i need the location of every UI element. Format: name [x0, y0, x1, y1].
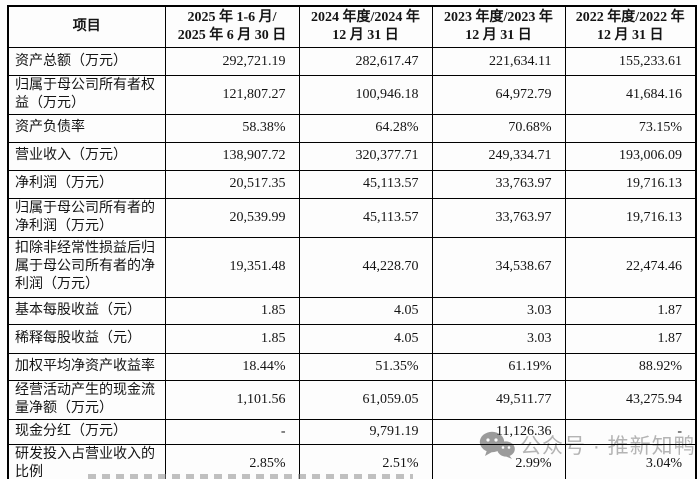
header-line-1: 2025 年 1-6 月/: [187, 10, 277, 26]
row-label: 归属于母公司所有者权益（万元）: [7, 75, 166, 115]
column-header-period-2: 2024 年度/2024 年 12 月 31 日: [298, 5, 433, 48]
cell-value: 100,946.18: [298, 75, 433, 115]
row-label: 净利润（万元）: [7, 169, 166, 199]
header-line-1: 2024 年度/2024 年: [311, 10, 420, 26]
row-label: 稀释每股收益（元）: [7, 323, 166, 354]
table-row: 经营活动产生的现金流量净额（万元） 1,101.56 61,059.05 49,511…: [7, 379, 697, 420]
cell-value: 3.03: [431, 323, 566, 354]
cell-value: 221,634.11: [431, 47, 566, 76]
clipped-caption-sliver: [88, 474, 413, 479]
cell-value: 64.28%: [298, 113, 433, 143]
table-row: 现金分红（万元） -9,791.19 11,126.36-: [7, 418, 697, 445]
table-row: 加权平均净资产收益率 18.44% 51.35% 61.19% 88.92%: [7, 352, 697, 381]
header-line-2: 12 月 31 日: [465, 28, 532, 43]
cell-value: 58.38%: [164, 113, 300, 143]
table-row: 归属于母公司所有者权益（万元） 121,807.27 100,946.18 64,97…: [7, 75, 697, 115]
cell-value: 61.19%: [431, 352, 566, 381]
cell-value: -: [564, 418, 697, 445]
table-row: 净利润（万元） 20,517.35 45,113.57 33,763.97 19,716…: [7, 169, 697, 199]
row-label: 归属于母公司所有者的净利润（万元）: [7, 197, 166, 238]
financial-summary-table: 项目 2025 年 1-6 月/2025 年 6 月 30 日 2024 年度/20…: [7, 5, 697, 479]
row-label: 扣除非经常性损益后归属于母公司所有者的净利润（万元）: [7, 236, 166, 298]
cell-value: 2.99%: [431, 443, 566, 479]
cell-value: 1,101.56: [164, 379, 300, 420]
cell-value: 49,511.77: [431, 379, 566, 420]
row-label: 加权平均净资产收益率: [7, 352, 166, 381]
cell-value: 1.85: [164, 296, 300, 325]
header-line-2: 12 月 31 日: [332, 28, 399, 43]
table-row: 稀释每股收益（元） 1.85 4.05 3.03 1.87: [7, 323, 697, 354]
column-header-item: 项目: [7, 5, 166, 48]
row-label: 经营活动产生的现金流量净额（万元）: [7, 379, 166, 420]
table-row: 基本每股收益（元） 1.85 4.05 3.03 1.87: [7, 296, 697, 325]
cell-value: 193,006.09: [564, 141, 697, 171]
header-line-2: 2025 年 6 月 30 日: [177, 28, 287, 43]
cell-value: 4.05: [298, 323, 433, 354]
cell-value: 9,791.19: [298, 418, 433, 445]
table-body: 资产总额（万元） 292,721.19 282,617.47 221,634.11 15…: [7, 47, 697, 479]
table-row: 资产负债率 58.38% 64.28% 70.68% 73.15%: [7, 113, 697, 143]
row-label: 营业收入（万元）: [7, 141, 166, 171]
cell-value: 20,539.99: [164, 197, 300, 238]
cell-value: 41,684.16: [564, 75, 697, 115]
cell-value: 4.05: [298, 296, 433, 325]
cell-value: 88.92%: [564, 352, 697, 381]
row-label: 资产负债率: [7, 113, 166, 143]
cell-value: 33,763.97: [431, 169, 566, 199]
header-line-1: 2022 年度/2022 年: [575, 10, 685, 26]
header-row: 项目 2025 年 1-6 月/2025 年 6 月 30 日 2024 年度/20…: [7, 5, 697, 48]
row-label: 现金分红（万元）: [7, 418, 166, 445]
cell-value: 22,474.46: [564, 236, 697, 298]
cell-value: 19,716.13: [564, 197, 697, 238]
cell-value: 19,716.13: [564, 169, 697, 199]
cell-value: 3.04%: [564, 443, 697, 479]
cell-value: 292,721.19: [164, 47, 300, 76]
cell-value: 320,377.71: [298, 141, 433, 171]
cell-value: 138,907.72: [164, 141, 300, 171]
cell-value: 282,617.47: [298, 47, 433, 76]
cell-value: 64,972.79: [431, 75, 566, 115]
cell-value: 1.87: [564, 296, 697, 325]
cell-value: 249,334.71: [431, 141, 566, 171]
cell-value: 73.15%: [564, 113, 697, 143]
cell-value: 33,763.97: [431, 197, 566, 238]
cell-value: -: [164, 418, 300, 445]
cell-value: 1.85: [164, 323, 300, 354]
cell-value: 43,275.94: [564, 379, 697, 420]
cell-value: 2.85%: [164, 443, 300, 479]
cell-value: 3.03: [431, 296, 566, 325]
cell-value: 51.35%: [298, 352, 433, 381]
header-line-1: 2023 年度/2023 年: [444, 10, 553, 26]
header-line-2: 12 月 31 日: [597, 28, 664, 43]
cell-value: 45,113.57: [298, 197, 433, 238]
cell-value: 121,807.27: [164, 75, 300, 115]
column-header-period-1: 2025 年 1-6 月/2025 年 6 月 30 日: [164, 5, 300, 48]
row-label: 研发投入占营业收入的比例: [7, 443, 166, 479]
cell-value: 61,059.05: [298, 379, 433, 420]
table-row: 资产总额（万元） 292,721.19 282,617.47 221,634.11 15…: [7, 47, 697, 76]
cell-value: 19,351.48: [164, 236, 300, 298]
table-row: 营业收入（万元） 138,907.72 320,377.71 249,334.71 19…: [7, 141, 697, 171]
table-row: 研发投入占营业收入的比例 2.85% 2.51% 2.99% 3.04%: [7, 443, 697, 479]
table-row: 扣除非经常性损益后归属于母公司所有者的净利润（万元） 19,351.48 44,22…: [7, 236, 697, 298]
table-header: 项目 2025 年 1-6 月/2025 年 6 月 30 日 2024 年度/20…: [7, 5, 697, 48]
cell-value: 70.68%: [431, 113, 566, 143]
cell-value: 45,113.57: [298, 169, 433, 199]
cell-value: 18.44%: [164, 352, 300, 381]
cell-value: 155,233.61: [564, 47, 697, 76]
column-header-period-4: 2022 年度/2022 年 12 月 31 日: [564, 5, 697, 48]
cell-value: 11,126.36: [431, 418, 566, 445]
cell-value: 44,228.70: [298, 236, 433, 298]
row-label: 资产总额（万元）: [7, 47, 166, 76]
table-row: 归属于母公司所有者的净利润（万元） 20,539.99 45,113.57 33,76…: [7, 197, 697, 238]
cell-value: 34,538.67: [431, 236, 566, 298]
cell-value: 20,517.35: [164, 169, 300, 199]
cell-value: 1.87: [564, 323, 697, 354]
column-header-period-3: 2023 年度/2023 年 12 月 31 日: [431, 5, 566, 48]
row-label: 基本每股收益（元）: [7, 296, 166, 325]
